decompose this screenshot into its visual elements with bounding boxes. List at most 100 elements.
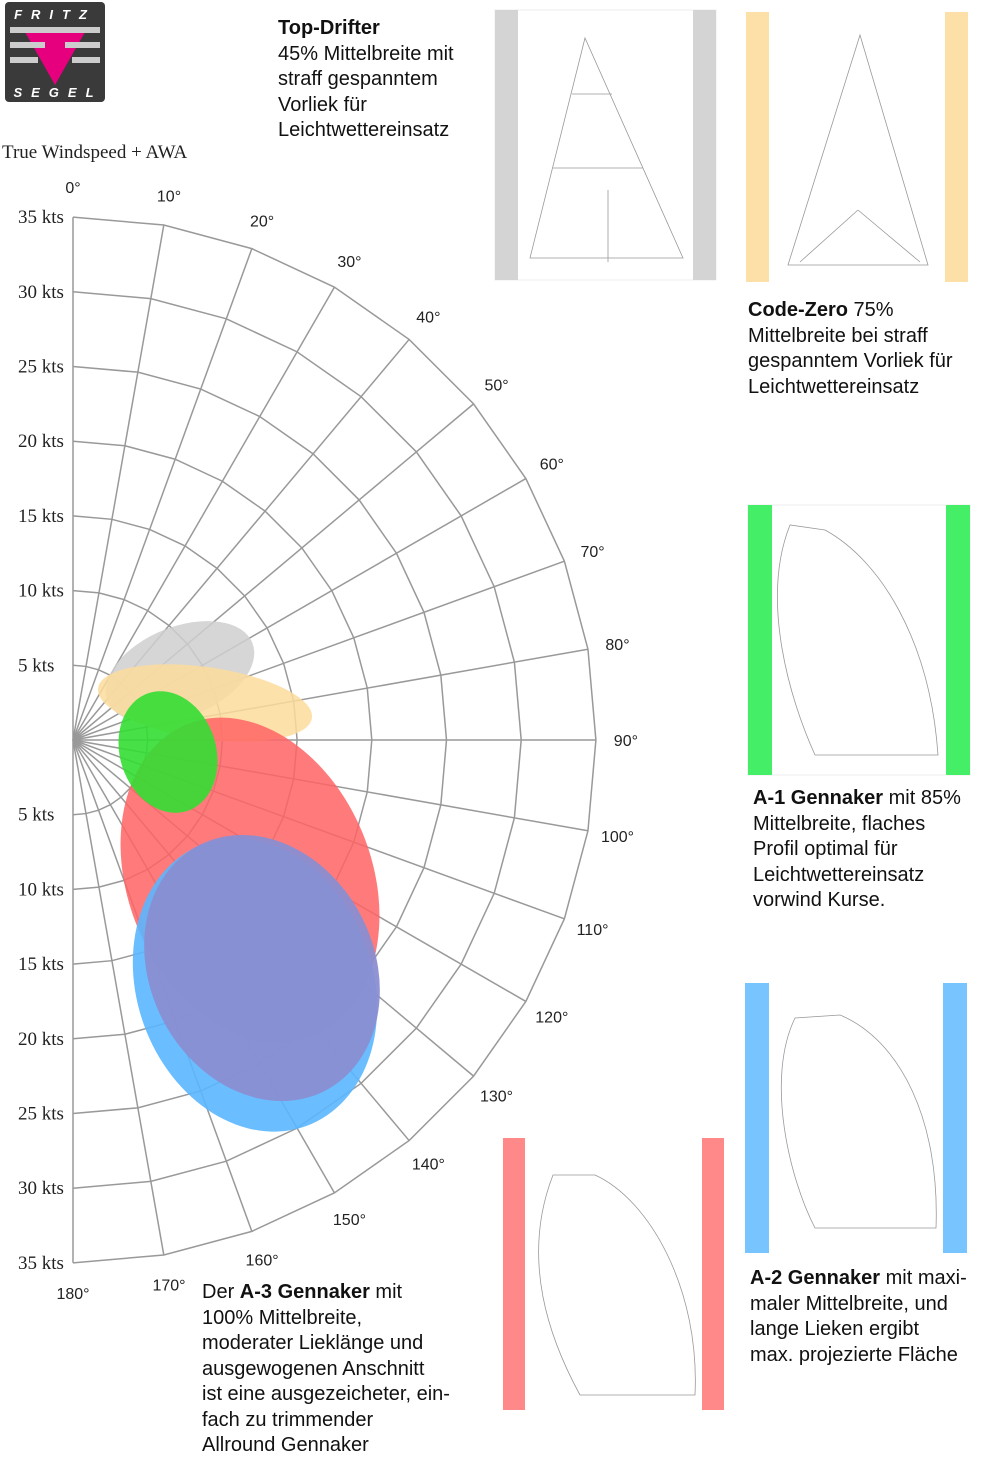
sail-bar — [946, 505, 970, 775]
range-overlap — [144, 834, 380, 1102]
sail-bar — [748, 505, 772, 775]
desc-line: straff gespanntem — [278, 68, 438, 90]
sail-ranges — [97, 621, 380, 1132]
speed-label: 20 kts — [18, 1029, 64, 1050]
angle-label: 120° — [535, 1009, 568, 1026]
desc-line: Mittelbreite bei straff — [748, 324, 928, 347]
desc-line: Allround Gennaker — [202, 1434, 369, 1456]
logo-stripes — [10, 27, 100, 63]
desc-line: Leichtwettereinsatz — [748, 375, 920, 398]
desc-line: Der A-3 Gennaker mit — [202, 1280, 450, 1306]
desc-line: maler Mittelbreite, und — [750, 1292, 948, 1315]
angle-label: 10° — [157, 188, 181, 205]
angle-label: 80° — [605, 637, 629, 654]
sail-bar — [702, 1138, 724, 1410]
angle-label: 140° — [412, 1157, 445, 1174]
angle-label: 50° — [484, 378, 508, 395]
speed-label: 25 kts — [18, 1104, 64, 1125]
desc-line: Leichtwettereinsatz — [278, 119, 450, 141]
desc-text: Der — [202, 1281, 240, 1303]
angle-label: 130° — [480, 1088, 513, 1105]
desc-text: Top-Drifter — [278, 17, 380, 39]
sail-bar — [745, 983, 769, 1253]
desc-a1: A-1 Gennaker mit 85% Mittelbreite, flache… — [753, 786, 961, 914]
desc-text: mit maxi- — [880, 1267, 967, 1289]
angle-label: 60° — [540, 457, 564, 474]
sail-outline — [529, 36, 684, 262]
speed-label: 25 kts — [18, 357, 64, 378]
desc-line: A-1 Gennaker mit 85% — [753, 786, 961, 812]
spoke — [72, 224, 165, 741]
desc-line: ist eine ausgezeicheter, ein- — [202, 1383, 450, 1405]
speed-label: 15 kts — [18, 506, 64, 527]
desc-line: ausgewogenen Anschnitt — [202, 1357, 425, 1380]
sail-outline — [538, 1174, 696, 1396]
sail-code-zero — [746, 12, 968, 282]
desc-line: 100% Mittelbreite, — [202, 1306, 363, 1329]
speed-label: 20 kts — [18, 431, 64, 452]
speed-label: 5 kts — [18, 655, 54, 676]
sail-bar — [693, 10, 716, 280]
desc-line: fach zu trimmender — [202, 1408, 374, 1431]
angle-label: 30° — [337, 254, 361, 271]
speed-label: 10 kts — [18, 581, 64, 602]
speed-label: 5 kts — [18, 805, 54, 826]
angle-label: 110° — [577, 922, 609, 939]
speed-label: 35 kts — [18, 1253, 64, 1274]
desc-line: Leichtwettereinsatz — [753, 863, 925, 886]
desc-line: lange Lieken ergibt — [750, 1318, 920, 1340]
desc-line: Profil optimal für — [753, 838, 898, 860]
sail-top-drifter — [494, 9, 717, 281]
desc-line: Vorliek für — [278, 93, 367, 116]
sail-outline — [777, 524, 939, 756]
desc-line: 45% Mittelbreite mit — [278, 42, 454, 65]
sail-bar — [945, 12, 968, 282]
logo: FRITZ SEGEL — [5, 2, 105, 102]
logo-top: FRITZ — [14, 7, 96, 22]
angle-label: 100° — [601, 829, 634, 846]
polar-title: True Windspeed + AWA — [2, 142, 188, 163]
speed-label: 15 kts — [18, 954, 64, 975]
desc-line: A-2 Gennaker mit maxi- — [750, 1266, 967, 1292]
desc-line: Mittelbreite, flaches — [753, 812, 926, 835]
range-a1 — [118, 691, 218, 813]
sail-frame — [747, 504, 971, 776]
angle-label: 180° — [56, 1286, 89, 1303]
angle-label: 40° — [416, 309, 440, 326]
desc-top-drifter: Top-Drifter 45% Mittelbreite mit straff ge… — [278, 16, 454, 144]
desc-line: Top-Drifter — [278, 16, 454, 42]
polar-grid: 0° 10° 20° 30° 40° 50° 60° 70° 80° 90° 100° 110° 120… — [18, 180, 638, 1303]
sail-a2 — [745, 983, 967, 1253]
sail-bar — [746, 12, 769, 282]
desc-text: A-1 Gennaker — [753, 787, 884, 809]
desc-text: 75% — [848, 299, 894, 321]
sail-a3 — [503, 1138, 724, 1410]
spoke — [72, 739, 165, 1256]
desc-code-zero: Code-Zero 75% Mittelbreite bei straff gesp… — [748, 298, 953, 400]
desc-line: gespanntem Vorliek für — [748, 350, 953, 372]
logo-bottom: SEGEL — [13, 85, 102, 100]
sail-bar — [495, 10, 518, 280]
speed-label: 35 kts — [18, 207, 64, 228]
sail-bar — [503, 1138, 525, 1410]
desc-text: Code-Zero — [748, 299, 848, 321]
desc-line: vorwind Kurse. — [753, 889, 886, 911]
angle-label: 160° — [246, 1253, 279, 1270]
spoke — [72, 248, 253, 741]
speed-label: 10 kts — [18, 879, 64, 900]
angle-label: 20° — [250, 213, 274, 230]
desc-line: moderater Lieklänge und — [202, 1332, 424, 1354]
sail-bar — [943, 983, 967, 1253]
angle-label: 0° — [65, 180, 80, 197]
desc-text: A-3 Gennaker — [239, 1281, 370, 1303]
desc-line: max. projezierte Fläche — [750, 1343, 958, 1366]
desc-line: Code-Zero 75% — [748, 298, 953, 324]
angle-label: 70° — [580, 544, 604, 561]
speed-label: 30 kts — [18, 282, 64, 303]
sail-a1 — [747, 504, 971, 776]
angle-label: 90° — [614, 733, 638, 750]
desc-text: A-2 Gennaker — [750, 1267, 881, 1289]
sail-outline — [780, 1014, 937, 1229]
